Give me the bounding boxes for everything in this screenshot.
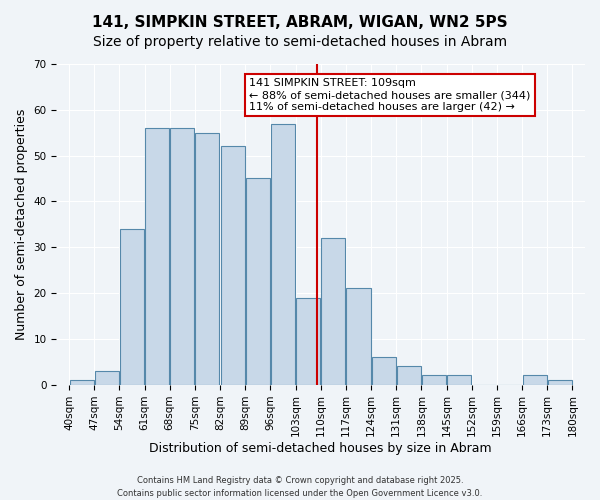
Bar: [371, 357, 395, 384]
Bar: [120, 229, 144, 384]
Text: Contains public sector information licensed under the Open Government Licence v3: Contains public sector information licen…: [118, 488, 482, 498]
Bar: [523, 376, 547, 384]
Bar: [346, 288, 371, 384]
Bar: [397, 366, 421, 384]
Bar: [321, 238, 346, 384]
Bar: [70, 380, 94, 384]
X-axis label: Distribution of semi-detached houses by size in Abram: Distribution of semi-detached houses by …: [149, 442, 492, 455]
Y-axis label: Number of semi-detached properties: Number of semi-detached properties: [15, 108, 28, 340]
Bar: [246, 178, 270, 384]
Bar: [170, 128, 194, 384]
Text: 141, SIMPKIN STREET, ABRAM, WIGAN, WN2 5PS: 141, SIMPKIN STREET, ABRAM, WIGAN, WN2 5…: [92, 15, 508, 30]
Bar: [221, 146, 245, 384]
Bar: [296, 298, 320, 384]
Text: 141 SIMPKIN STREET: 109sqm
← 88% of semi-detached houses are smaller (344)
11% o: 141 SIMPKIN STREET: 109sqm ← 88% of semi…: [250, 78, 531, 112]
Bar: [95, 371, 119, 384]
Text: Size of property relative to semi-detached houses in Abram: Size of property relative to semi-detach…: [93, 35, 507, 49]
Bar: [548, 380, 572, 384]
Bar: [196, 132, 220, 384]
Bar: [271, 124, 295, 384]
Bar: [145, 128, 169, 384]
Text: Contains HM Land Registry data © Crown copyright and database right 2025.: Contains HM Land Registry data © Crown c…: [137, 476, 463, 485]
Bar: [447, 376, 471, 384]
Bar: [422, 376, 446, 384]
